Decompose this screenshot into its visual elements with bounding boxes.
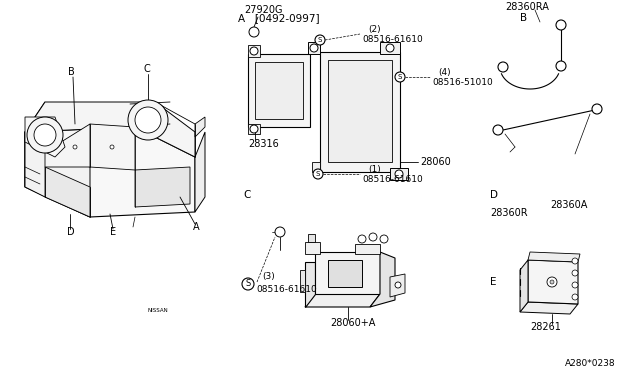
Text: NISSAN: NISSAN <box>148 308 168 312</box>
Text: D: D <box>490 190 498 200</box>
Polygon shape <box>308 42 320 54</box>
Circle shape <box>556 20 566 30</box>
Polygon shape <box>312 162 320 172</box>
Polygon shape <box>308 234 315 242</box>
Circle shape <box>110 145 114 149</box>
Polygon shape <box>320 52 400 172</box>
Circle shape <box>572 258 578 264</box>
Text: 28360A: 28360A <box>550 200 588 210</box>
Circle shape <box>73 145 77 149</box>
Polygon shape <box>305 242 320 254</box>
Text: S: S <box>245 279 251 289</box>
Text: E: E <box>490 277 497 287</box>
Polygon shape <box>25 132 90 217</box>
Circle shape <box>369 233 377 241</box>
Text: B: B <box>520 13 527 23</box>
Text: 28360R: 28360R <box>490 208 527 218</box>
Text: 28261: 28261 <box>530 322 561 332</box>
Polygon shape <box>328 60 392 162</box>
Polygon shape <box>390 274 405 297</box>
Polygon shape <box>135 167 190 207</box>
Circle shape <box>380 235 388 243</box>
Circle shape <box>128 100 168 140</box>
Text: 28060: 28060 <box>420 157 451 167</box>
Text: (4): (4) <box>438 67 451 77</box>
Polygon shape <box>528 252 580 262</box>
Text: D: D <box>67 227 75 237</box>
Circle shape <box>358 235 366 243</box>
Circle shape <box>572 294 578 300</box>
Text: A: A <box>193 222 200 232</box>
Circle shape <box>556 61 566 71</box>
Text: 27920G: 27920G <box>244 5 282 15</box>
Text: 08516-51010: 08516-51010 <box>432 77 493 87</box>
Circle shape <box>310 44 318 52</box>
Polygon shape <box>25 117 65 157</box>
Circle shape <box>550 280 554 284</box>
Polygon shape <box>390 168 408 180</box>
Text: A280*0238: A280*0238 <box>565 359 616 369</box>
Polygon shape <box>300 270 305 292</box>
Polygon shape <box>248 45 260 57</box>
Text: (1): (1) <box>368 164 381 173</box>
Polygon shape <box>45 124 90 167</box>
Polygon shape <box>45 167 90 217</box>
Circle shape <box>395 282 401 288</box>
Text: A   [0492-0997]: A [0492-0997] <box>238 13 319 23</box>
Polygon shape <box>355 244 380 254</box>
Polygon shape <box>25 102 195 157</box>
Text: C: C <box>143 64 150 74</box>
Text: S: S <box>316 171 320 177</box>
Polygon shape <box>315 252 380 294</box>
Polygon shape <box>90 124 135 170</box>
Polygon shape <box>370 252 395 307</box>
Polygon shape <box>195 132 205 212</box>
Circle shape <box>249 27 259 37</box>
Circle shape <box>395 72 405 82</box>
Text: 08516-61610: 08516-61610 <box>362 35 423 44</box>
Circle shape <box>250 47 258 55</box>
Circle shape <box>547 277 557 287</box>
Polygon shape <box>328 260 362 287</box>
Circle shape <box>572 282 578 288</box>
Circle shape <box>250 125 258 133</box>
Polygon shape <box>255 62 303 119</box>
Text: (2): (2) <box>368 25 381 33</box>
Text: C: C <box>243 190 250 200</box>
Text: 28360RA: 28360RA <box>505 2 549 12</box>
Circle shape <box>395 170 403 178</box>
Text: S: S <box>398 74 402 80</box>
Polygon shape <box>520 302 578 314</box>
Circle shape <box>572 270 578 276</box>
Polygon shape <box>528 260 578 304</box>
Polygon shape <box>305 262 315 307</box>
Circle shape <box>313 169 323 179</box>
Text: 28060+A: 28060+A <box>330 318 376 328</box>
Polygon shape <box>305 294 380 307</box>
Circle shape <box>34 124 56 146</box>
Circle shape <box>275 227 285 237</box>
Circle shape <box>386 44 394 52</box>
Polygon shape <box>25 127 195 217</box>
Polygon shape <box>248 54 310 127</box>
Text: 08516-61610: 08516-61610 <box>362 174 423 183</box>
Polygon shape <box>520 260 528 312</box>
Circle shape <box>242 278 254 290</box>
Polygon shape <box>195 117 205 137</box>
Polygon shape <box>248 124 260 134</box>
Text: E: E <box>110 227 116 237</box>
Circle shape <box>498 62 508 72</box>
Text: B: B <box>68 67 75 77</box>
Text: 28316: 28316 <box>248 139 279 149</box>
Polygon shape <box>380 42 400 54</box>
Circle shape <box>315 35 325 45</box>
Text: 08516-61610: 08516-61610 <box>256 285 317 294</box>
Circle shape <box>493 125 503 135</box>
Circle shape <box>592 104 602 114</box>
Circle shape <box>135 107 161 133</box>
Text: S: S <box>318 37 322 43</box>
Polygon shape <box>25 102 45 187</box>
Circle shape <box>27 117 63 153</box>
Text: (3): (3) <box>262 273 275 282</box>
